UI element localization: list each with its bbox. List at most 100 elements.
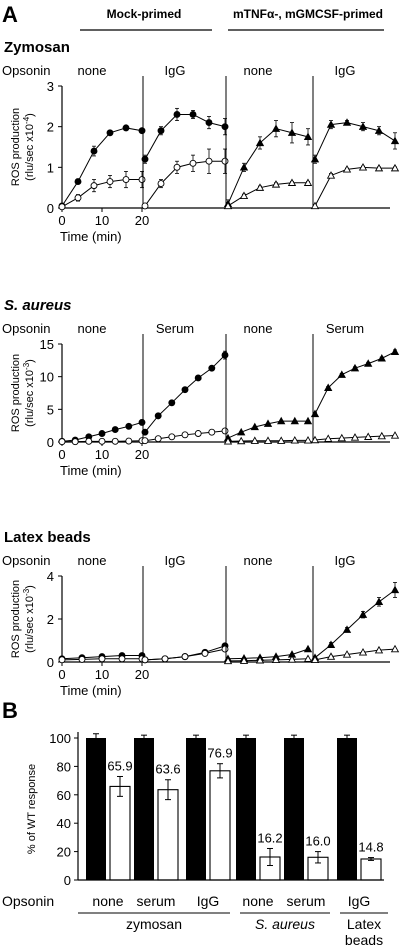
marker-filled-circle (189, 111, 197, 118)
line-panel: Latex beads Opsonin 0 2 4 ROS production (rlu/… (2, 529, 400, 698)
y-tick-label: 5 (47, 402, 54, 417)
opsonin-label: Opsonin (2, 63, 50, 78)
opsonin-name: IgG (165, 63, 186, 78)
panel-title: Latex beads (4, 529, 91, 546)
opsonin-label: Opsonin (2, 553, 50, 568)
marker-open-triangle (342, 165, 352, 173)
marker-open-circle (98, 655, 106, 663)
marker-filled-circle (122, 124, 130, 132)
series-line (227, 182, 308, 207)
bar-wt (284, 738, 304, 880)
marker-filled-triangle (350, 363, 360, 372)
marker-open-triangle (310, 435, 320, 444)
marker-filled-circle (141, 428, 149, 436)
marker-open-circle (106, 178, 114, 186)
series-line (144, 113, 226, 160)
x-tick-label: 0 (58, 213, 65, 228)
marker-open-triangle (390, 644, 400, 653)
opsonin-label: Opsonin (2, 321, 50, 336)
series-line (314, 122, 396, 160)
marker-filled-circle (208, 364, 216, 372)
bar-y-axis-label: % of WT response (26, 764, 38, 854)
marker-open-triangle (271, 180, 281, 188)
marker-filled-triangle (250, 422, 259, 431)
marker-open-circle (221, 427, 229, 435)
marker-open-triangle (250, 436, 259, 444)
marker-open-circle (157, 180, 165, 188)
marker-open-triangle (255, 655, 265, 664)
marker-open-circle (194, 430, 202, 437)
bar-opsonin-label: Opsonin (2, 893, 54, 909)
marker-open-circle (138, 176, 146, 183)
marker-filled-triangle (303, 132, 313, 141)
marker-open-triangle (310, 201, 320, 210)
marker-filled-circle (138, 127, 146, 135)
marker-filled-triangle (342, 625, 352, 633)
opsonin-name: none (78, 321, 107, 336)
marker-filled-circle (173, 111, 181, 118)
marker-filled-triangle (390, 347, 400, 356)
marker-filled-circle (141, 155, 149, 163)
marker-open-circle (125, 437, 133, 445)
series-line (314, 166, 395, 207)
marker-filled-triangle (377, 354, 386, 362)
y-tick-label: 4 (47, 569, 54, 584)
marker-filled-circle (154, 412, 162, 420)
marker-filled-circle (205, 119, 213, 127)
group-label: S. aureus (255, 916, 315, 932)
marker-filled-triangle (239, 163, 249, 171)
y-tick-label: 0 (47, 435, 54, 450)
marker-open-triangle (303, 178, 313, 186)
marker-filled-triangle (263, 419, 273, 427)
marker-filled-circle (181, 386, 189, 394)
marker-filled-circle (221, 123, 229, 131)
bar-category-label: IgG (348, 893, 371, 909)
header-mock-primed: Mock-primed (107, 7, 182, 21)
x-tick-label: 10 (95, 447, 109, 462)
opsonin-name: none (78, 63, 107, 78)
y-tick-label: 3 (47, 79, 54, 94)
marker-open-triangle (263, 436, 273, 444)
marker-filled-triangle (303, 416, 313, 425)
bar-value-label: 16.2 (257, 830, 282, 845)
marker-filled-triangle (374, 126, 384, 134)
y-tick-label: 0 (47, 201, 54, 216)
marker-open-triangle (287, 178, 297, 186)
bar-ko (109, 785, 131, 881)
marker-open-circle (181, 653, 189, 661)
marker-filled-triangle (324, 383, 333, 391)
opsonin-name: Serum (326, 321, 364, 336)
marker-filled-circle (221, 351, 229, 359)
marker-filled-triangle (358, 610, 368, 618)
marker-open-circle (168, 433, 176, 441)
bar-ko (157, 789, 179, 881)
marker-filled-circle (138, 418, 146, 426)
x-axis-label: Time (min) (60, 463, 122, 478)
bar-y-tick-label: 40 (57, 816, 71, 831)
marker-open-circle (141, 437, 149, 445)
marker-open-triangle (374, 163, 384, 172)
series-line (144, 160, 225, 207)
marker-open-circle (122, 176, 130, 183)
bar-value-label: 63.6 (155, 762, 180, 777)
opsonin-name: IgG (335, 553, 356, 568)
marker-open-circle (58, 203, 66, 211)
marker-open-circle (208, 428, 216, 436)
y-axis-label: ROS production (10, 580, 22, 658)
y-unit-close: ) (24, 113, 36, 117)
marker-open-triangle (303, 436, 313, 444)
marker-filled-triangle (237, 427, 246, 436)
series-line (314, 589, 396, 659)
y-axis-unit: (rlu/sec x10-4) (22, 113, 36, 181)
bar-wt (186, 738, 206, 880)
marker-open-circle (58, 438, 66, 446)
bar-category-label: serum (137, 893, 176, 909)
bar-category-label: IgG (197, 893, 220, 909)
panel-a-letter: A (2, 2, 18, 27)
bar-category-label: none (92, 893, 123, 909)
x-tick-label: 20 (135, 213, 149, 228)
marker-filled-triangle (326, 640, 336, 648)
marker-open-circle (90, 182, 98, 190)
marker-open-triangle (239, 191, 249, 199)
marker-open-triangle (303, 654, 313, 662)
